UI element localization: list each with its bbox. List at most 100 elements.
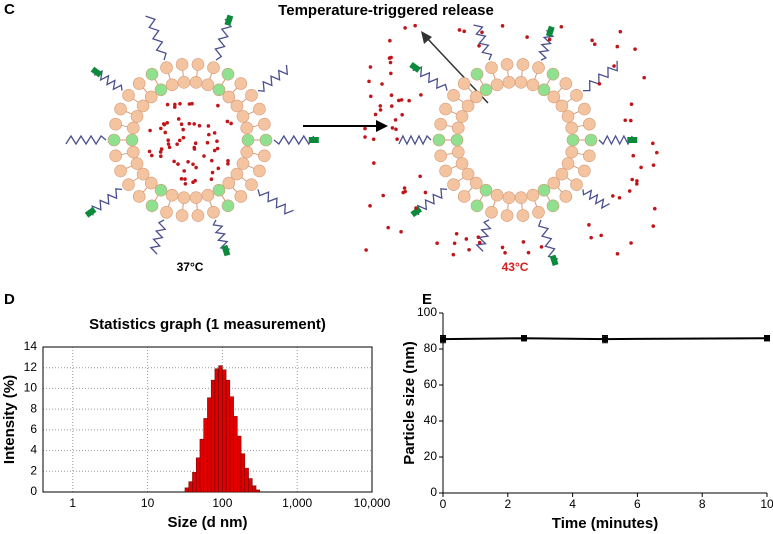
lipid-head xyxy=(559,77,573,90)
lipid-head xyxy=(526,78,540,92)
lipid-head xyxy=(514,191,528,204)
drug-molecule xyxy=(194,165,198,170)
drug-molecule xyxy=(503,251,507,255)
lipid-head xyxy=(469,176,483,190)
lipid-head xyxy=(461,167,475,181)
drug-molecule xyxy=(187,102,192,106)
drug-molecule xyxy=(617,195,622,200)
drug-molecule xyxy=(216,166,221,171)
lipid-tail xyxy=(241,98,247,103)
lipid-tail xyxy=(467,87,473,93)
lipid-head xyxy=(241,133,255,147)
lipid-head xyxy=(514,76,528,89)
y-tick-label: 6 xyxy=(30,422,37,436)
drug-molecule xyxy=(176,162,180,166)
lipid-head xyxy=(222,90,236,104)
lipid-head xyxy=(230,99,244,113)
lipid-tail xyxy=(557,187,563,193)
histogram-bar xyxy=(184,487,189,493)
lipid-tail xyxy=(209,73,213,80)
peg-chain xyxy=(417,188,448,216)
lipid-head xyxy=(221,67,235,81)
lipid-head xyxy=(253,102,266,116)
lipid-head xyxy=(236,157,250,170)
drug-molecule xyxy=(179,122,184,127)
lipid-head xyxy=(547,90,561,104)
drug-molecule xyxy=(476,235,481,239)
drug-molecule xyxy=(390,126,395,130)
peg-chain xyxy=(257,189,294,215)
drug-molecule xyxy=(173,102,177,107)
lipid-head xyxy=(234,190,248,203)
lipid-head xyxy=(470,67,484,81)
lipid-head xyxy=(432,133,446,147)
y-tick-label: 10 xyxy=(24,381,38,395)
lipid-head xyxy=(485,61,498,75)
lipid-head xyxy=(154,83,168,97)
peg-chain xyxy=(538,29,555,61)
drug-molecule xyxy=(381,193,385,198)
lipid-head xyxy=(502,76,516,89)
lipid-head xyxy=(479,83,493,97)
lipid-head xyxy=(461,99,475,113)
drug-molecule xyxy=(423,190,428,195)
lipid-tail xyxy=(492,200,496,207)
peg-chain xyxy=(398,134,432,146)
drug-molecule xyxy=(209,177,214,182)
drug-molecule xyxy=(403,26,407,30)
lipid-tail xyxy=(479,195,484,201)
drug-molecule xyxy=(402,186,407,190)
x-tick-label: 100 xyxy=(212,496,232,510)
lipid-tail xyxy=(182,203,184,210)
ligand xyxy=(224,14,234,27)
lipid-head xyxy=(175,58,189,71)
drug-molecule xyxy=(371,137,376,142)
lipid-tail xyxy=(154,195,159,201)
lipid-head xyxy=(455,157,469,170)
lipid-head xyxy=(258,117,271,131)
lipid-tail xyxy=(125,165,132,169)
lipid-head xyxy=(136,167,150,181)
histogram-bar xyxy=(252,485,257,493)
panel-label: C xyxy=(4,1,15,18)
lipid-tail xyxy=(458,98,464,103)
peg-chain xyxy=(475,219,492,252)
lipid-tail xyxy=(507,203,509,210)
lipid-tail xyxy=(479,79,484,85)
drug-molecule xyxy=(435,241,439,246)
drug-molecule xyxy=(372,161,376,165)
drug-molecule xyxy=(215,139,219,143)
histogram-bar xyxy=(237,435,242,493)
lipid-head xyxy=(570,178,583,191)
lipid-head xyxy=(132,190,146,203)
drug-molecule xyxy=(630,177,635,182)
lipid-head xyxy=(455,110,469,123)
lipid-head xyxy=(245,178,258,191)
y-tick-label: 20 xyxy=(424,449,438,463)
lipid-head xyxy=(145,199,159,213)
drug-molecule xyxy=(399,229,403,234)
lipid-head xyxy=(537,83,551,97)
drug-molecule xyxy=(407,98,411,103)
drug-molecule xyxy=(386,225,390,230)
ligand xyxy=(627,137,638,143)
lipid-tail xyxy=(450,111,457,115)
lipid-head xyxy=(253,164,266,178)
drug-molecule xyxy=(389,93,394,98)
drug-molecule xyxy=(175,142,179,146)
lipid-head xyxy=(240,145,254,159)
lipid-head xyxy=(207,61,220,75)
lipid-tail xyxy=(167,73,171,80)
drug-molecule xyxy=(395,137,399,141)
drug-molecule xyxy=(373,112,378,117)
drug-molecule xyxy=(212,131,217,135)
lipid-tail xyxy=(566,98,572,103)
lipid-head xyxy=(561,110,575,123)
drug-molecule xyxy=(403,189,408,194)
y-tick-label: 40 xyxy=(424,413,438,427)
diagram-title: Temperature-triggered release xyxy=(278,2,494,19)
drug-molecule xyxy=(587,223,591,227)
lipid-head xyxy=(457,190,471,203)
peg-chain xyxy=(149,219,167,255)
lipid-head xyxy=(145,67,159,81)
